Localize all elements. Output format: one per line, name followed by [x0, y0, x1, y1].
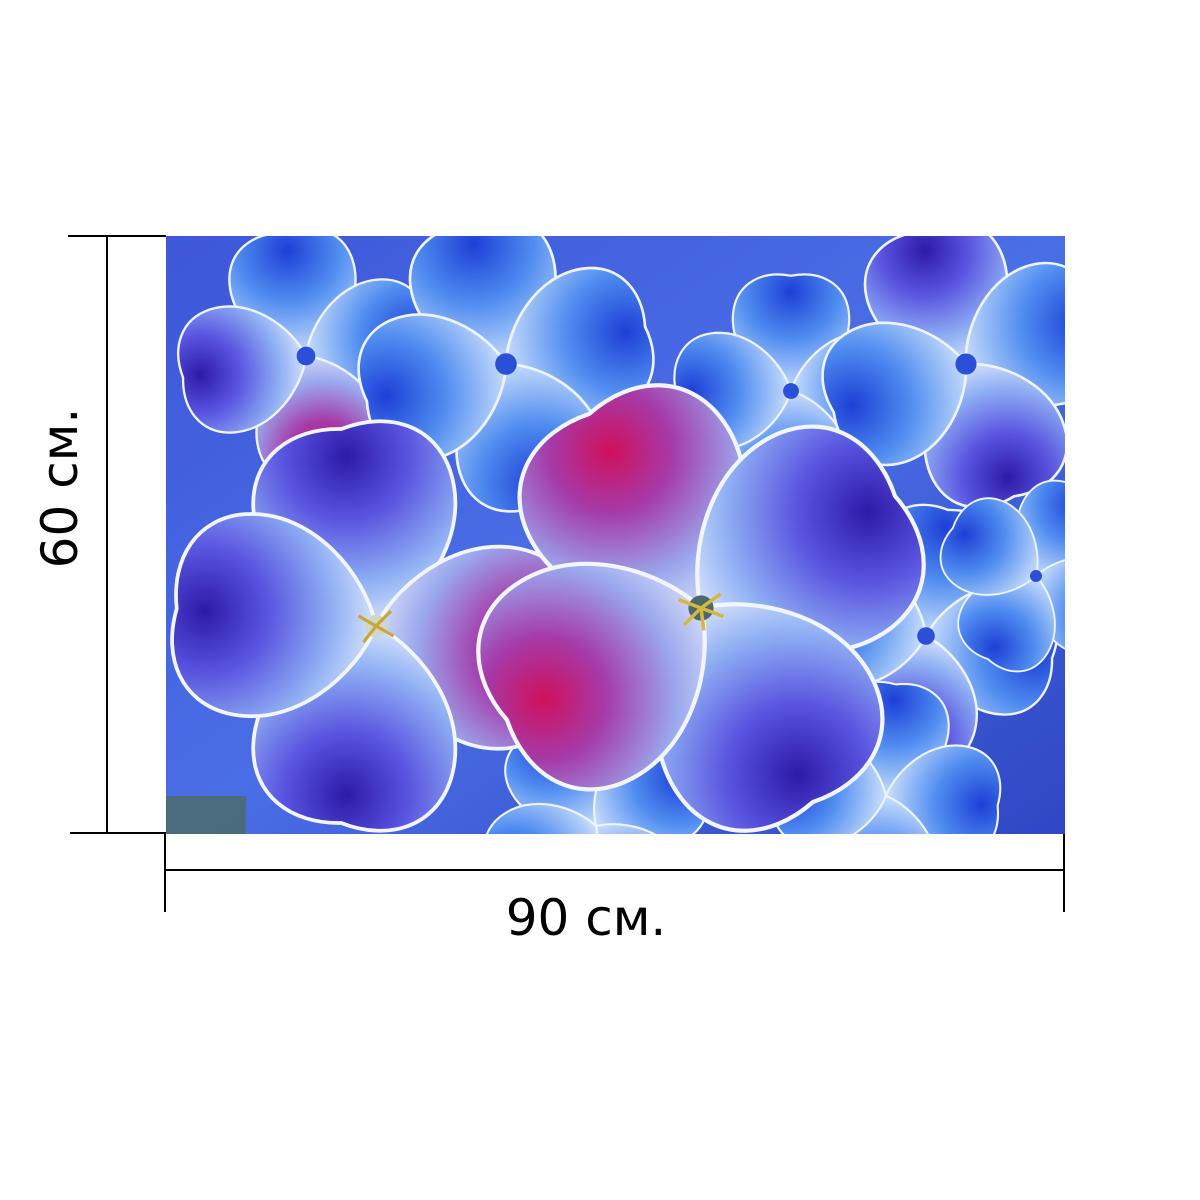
height-bottom-tick	[70, 832, 166, 834]
width-dimension-line	[164, 869, 1065, 871]
height-label-text: 60 см.	[31, 407, 89, 569]
width-right-tick	[1063, 834, 1065, 912]
width-left-tick	[164, 834, 166, 912]
width-label: 90 см.	[505, 889, 667, 947]
height-dimension-line	[106, 235, 108, 834]
height-top-tick	[68, 235, 166, 237]
hydrangea-photo	[166, 236, 1065, 834]
